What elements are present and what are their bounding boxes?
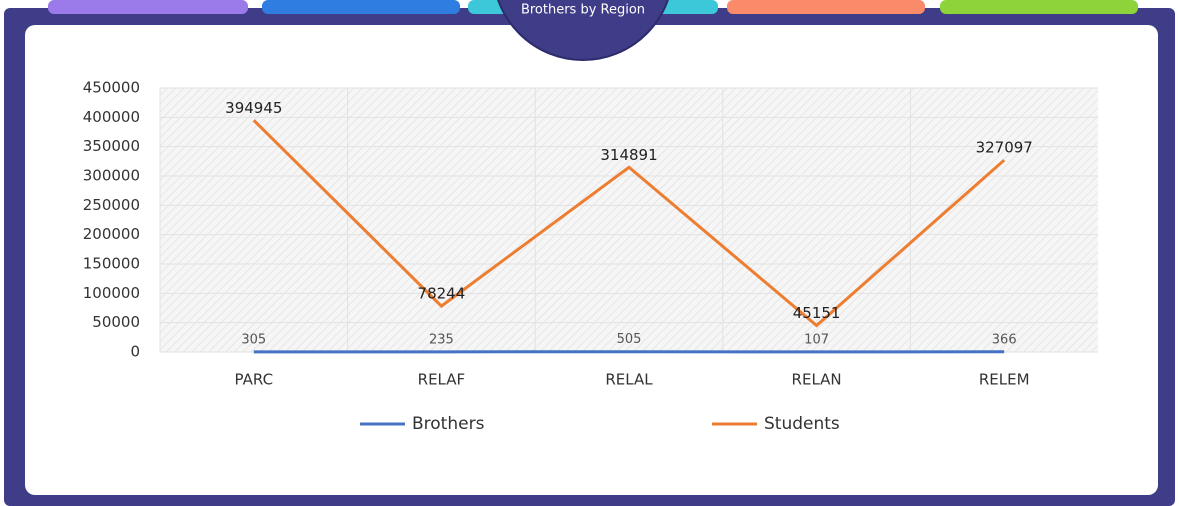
y-tick-label: 350000 [83,137,140,155]
x-tick-label: RELAF [418,371,466,389]
title-badge [497,0,669,61]
y-tick-label: 400000 [83,108,140,126]
data-label: 394945 [225,99,282,117]
data-label: 327097 [976,139,1033,157]
tab[interactable] [940,0,1138,14]
legend-label: Students [764,414,840,434]
y-tick-label: 300000 [83,167,140,185]
data-label: 107 [804,332,829,347]
chart-title: Brothers by Region [521,3,645,18]
plot-area [160,88,1098,352]
data-label: 505 [617,332,642,347]
data-label: 78244 [418,285,466,303]
data-label: 305 [241,332,266,347]
data-label: 366 [992,332,1017,347]
y-tick-label: 250000 [83,196,140,214]
data-label: 45151 [793,304,841,322]
x-tick-label: RELEM [979,371,1030,389]
y-tick-label: 450000 [83,79,140,97]
tab[interactable] [262,0,460,14]
x-tick-label: RELAL [605,371,653,389]
y-tick-label: 50000 [92,313,140,331]
legend-label: Brothers [412,414,485,434]
x-tick-label: RELAN [792,371,842,389]
x-tick-label: PARC [235,371,274,389]
data-label: 314891 [600,146,657,164]
y-tick-label: 100000 [83,284,140,302]
y-tick-label: 0 [130,343,140,361]
data-label: 235 [429,332,454,347]
tab[interactable] [48,0,248,14]
y-tick-label: 200000 [83,225,140,243]
series-line [252,119,1006,328]
y-tick-label: 150000 [83,255,140,273]
tab[interactable] [727,0,925,14]
